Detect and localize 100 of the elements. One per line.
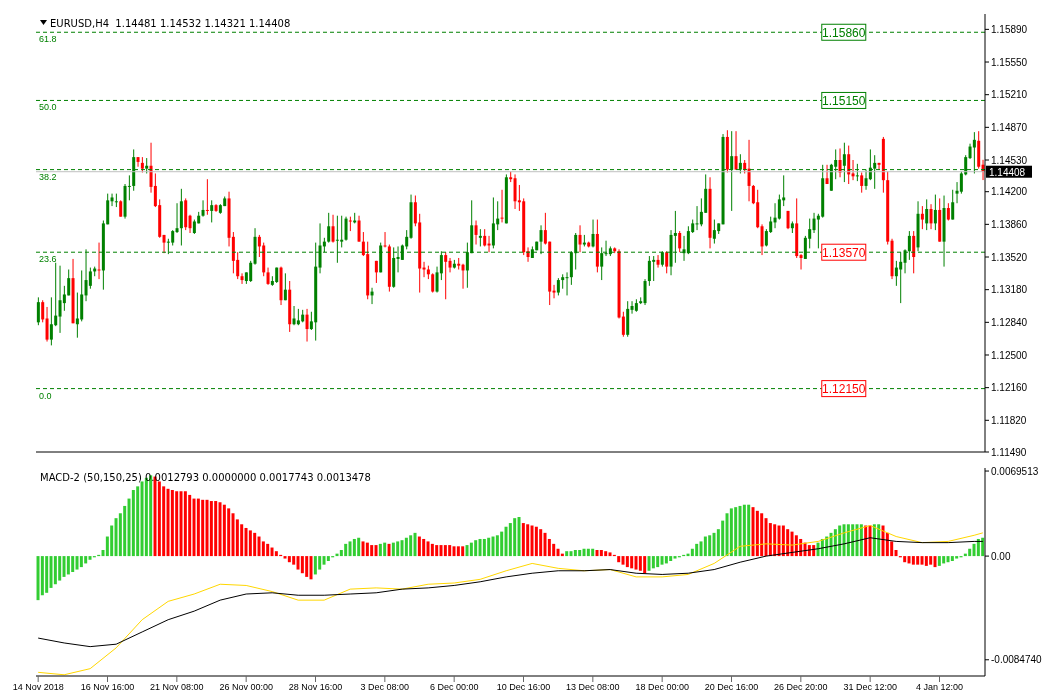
candlestick (920, 205, 924, 230)
y-tick-label: 1.13180 (991, 284, 1028, 296)
candlestick (305, 308, 309, 343)
bar (448, 545, 452, 557)
x-tick-label: 20 Dec 16:00 (704, 682, 759, 693)
x-tick-label: 14 Nov 2018 (12, 682, 64, 693)
candlestick (292, 305, 296, 326)
bar (781, 525, 785, 557)
bar (357, 537, 361, 557)
bar (664, 556, 668, 564)
candlestick (175, 202, 179, 234)
bar (946, 556, 950, 563)
bar (764, 518, 768, 557)
bar (53, 556, 57, 585)
bar (712, 532, 716, 557)
bar (846, 524, 850, 557)
candlestick (327, 212, 331, 244)
bar (565, 551, 569, 557)
bar (855, 524, 859, 557)
bar (929, 556, 933, 565)
candlestick (45, 306, 49, 343)
candlestick (348, 216, 352, 232)
bar (608, 552, 612, 557)
bar (248, 530, 252, 557)
bar (517, 516, 521, 557)
bar (404, 537, 408, 557)
y-tick-label: 1.12840 (991, 316, 1028, 328)
bar (40, 556, 44, 596)
y-tick-label: 1.11820 (991, 414, 1027, 426)
bar (469, 542, 473, 557)
bar (84, 556, 88, 564)
candlestick (344, 216, 348, 242)
bar (500, 531, 504, 557)
candlestick (933, 194, 937, 231)
bar (227, 508, 231, 557)
bar (950, 556, 954, 561)
bar (140, 481, 144, 557)
candlestick (357, 215, 361, 243)
bar (734, 507, 738, 557)
candlestick (929, 203, 933, 230)
candlestick (110, 193, 114, 207)
chart-title: MACD-2 (50,150,25) 0.0012793 0.0000000 0.0017743 0.0013478 (40, 472, 371, 483)
candlestick (205, 178, 209, 216)
x-tick-label: 21 Nov 08:00 (150, 682, 204, 693)
candlestick (444, 251, 448, 300)
y-tick-label: 1.11490 (991, 446, 1027, 458)
candlestick (630, 300, 634, 315)
bar (894, 549, 898, 557)
candlestick (240, 272, 244, 285)
bar (274, 551, 278, 557)
bar (370, 545, 374, 557)
bar (491, 536, 495, 557)
bar (634, 556, 638, 570)
bar (79, 556, 83, 568)
ref-line-label: 1.15150 (822, 93, 866, 108)
bar (175, 491, 179, 557)
candlestick (591, 219, 595, 248)
bar (773, 524, 777, 557)
bar (201, 499, 205, 557)
bar (643, 556, 647, 574)
bar (166, 488, 170, 557)
bar (461, 546, 465, 557)
bar (313, 556, 317, 575)
bar (374, 545, 378, 557)
candlestick (210, 199, 214, 223)
candlestick (925, 198, 929, 231)
bar (300, 556, 304, 574)
bar (188, 494, 192, 557)
candlestick (136, 156, 140, 168)
bar (192, 498, 196, 557)
bar (478, 538, 482, 557)
bar (582, 548, 586, 557)
candlestick (36, 296, 40, 326)
bar (465, 545, 469, 557)
bar (760, 513, 764, 557)
annotation: 50.0 (39, 102, 57, 113)
bar (430, 543, 434, 557)
bar (738, 505, 742, 557)
x-tick-label: 26 Dec 20:00 (774, 682, 828, 693)
bar (270, 547, 274, 557)
candlestick (712, 219, 716, 245)
y-tick-label: 1.12500 (991, 349, 1028, 361)
bar (352, 538, 356, 557)
bar (400, 540, 404, 557)
bar (305, 556, 309, 577)
bar (309, 556, 313, 580)
ref-line-label: 1.12150 (822, 382, 866, 397)
bar (660, 556, 664, 565)
bar (71, 556, 75, 572)
bar (123, 505, 127, 557)
bar (868, 525, 872, 557)
bar (638, 556, 642, 571)
bar (569, 551, 573, 557)
bar (222, 504, 226, 557)
bar (617, 556, 621, 563)
annotation: 38.2 (39, 171, 57, 182)
bar (881, 525, 885, 557)
y-tick-label: 1.14530 (991, 154, 1028, 166)
bar (604, 551, 608, 557)
candlestick (652, 255, 656, 282)
